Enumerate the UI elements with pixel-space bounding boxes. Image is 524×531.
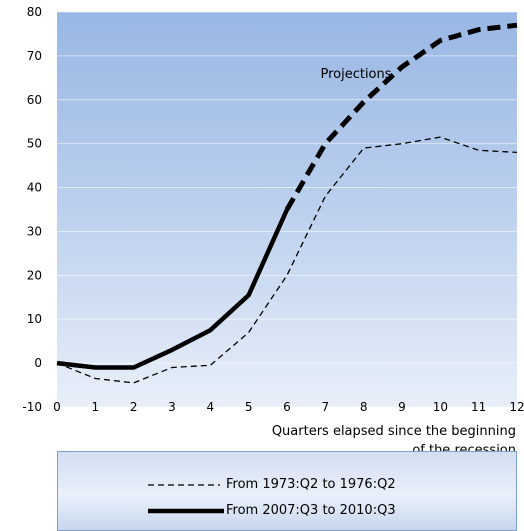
legend-swatch-solid: [148, 508, 224, 514]
legend-label-1973: From 1973:Q2 to 1976:Q2: [226, 477, 396, 492]
x-axis-label-line-1: Quarters elapsed since the beginning: [271, 424, 516, 439]
y-tick-label: -10: [22, 400, 42, 414]
x-tick-label: 4: [207, 400, 215, 414]
x-tick-label: 9: [398, 400, 406, 414]
y-tick-label: 70: [27, 49, 42, 63]
y-tick-label: 0: [34, 356, 42, 370]
x-tick-label: 8: [360, 400, 368, 414]
series-line-2007-solid: [56, 208, 290, 370]
gridlines: [57, 11, 517, 408]
x-tick-label: 12: [509, 400, 524, 414]
x-tick-label: 1: [92, 400, 100, 414]
x-tick-label: 6: [283, 400, 291, 414]
x-tick-label: 0: [53, 400, 61, 414]
x-tick-label: 10: [433, 400, 448, 414]
legend-label-2007: From 2007:Q3 to 2010:Q3: [226, 503, 396, 518]
legend: From 1973:Q2 to 1976:Q2 From 2007:Q3 to …: [57, 451, 517, 531]
x-tick-label: 7: [322, 400, 330, 414]
y-tick-label: 50: [27, 137, 42, 151]
series-line-1973-dashed: [56, 136, 518, 384]
y-tick-label: 10: [27, 312, 42, 326]
series-line-projection-dashed: [284, 22, 518, 211]
y-tick-label: 80: [27, 5, 42, 19]
x-axis-ticks: 0 1 2 3 4 5 6 7 8 9 10 11 12: [53, 400, 524, 414]
legend-swatch-dashed: [148, 484, 220, 486]
projections-annotation: Projections: [320, 67, 391, 82]
y-axis-ticks: -10 0 10 20 30 40 50 60 70 80: [22, 5, 42, 414]
y-tick-label: 60: [27, 93, 42, 107]
series-lines: [56, 22, 518, 384]
x-tick-label: 5: [245, 400, 253, 414]
x-tick-label: 3: [168, 400, 176, 414]
y-tick-label: 30: [27, 224, 42, 238]
x-tick-label: 11: [471, 400, 486, 414]
x-tick-label: 2: [130, 400, 138, 414]
y-tick-label: 20: [27, 268, 42, 282]
y-tick-label: 40: [27, 181, 42, 195]
